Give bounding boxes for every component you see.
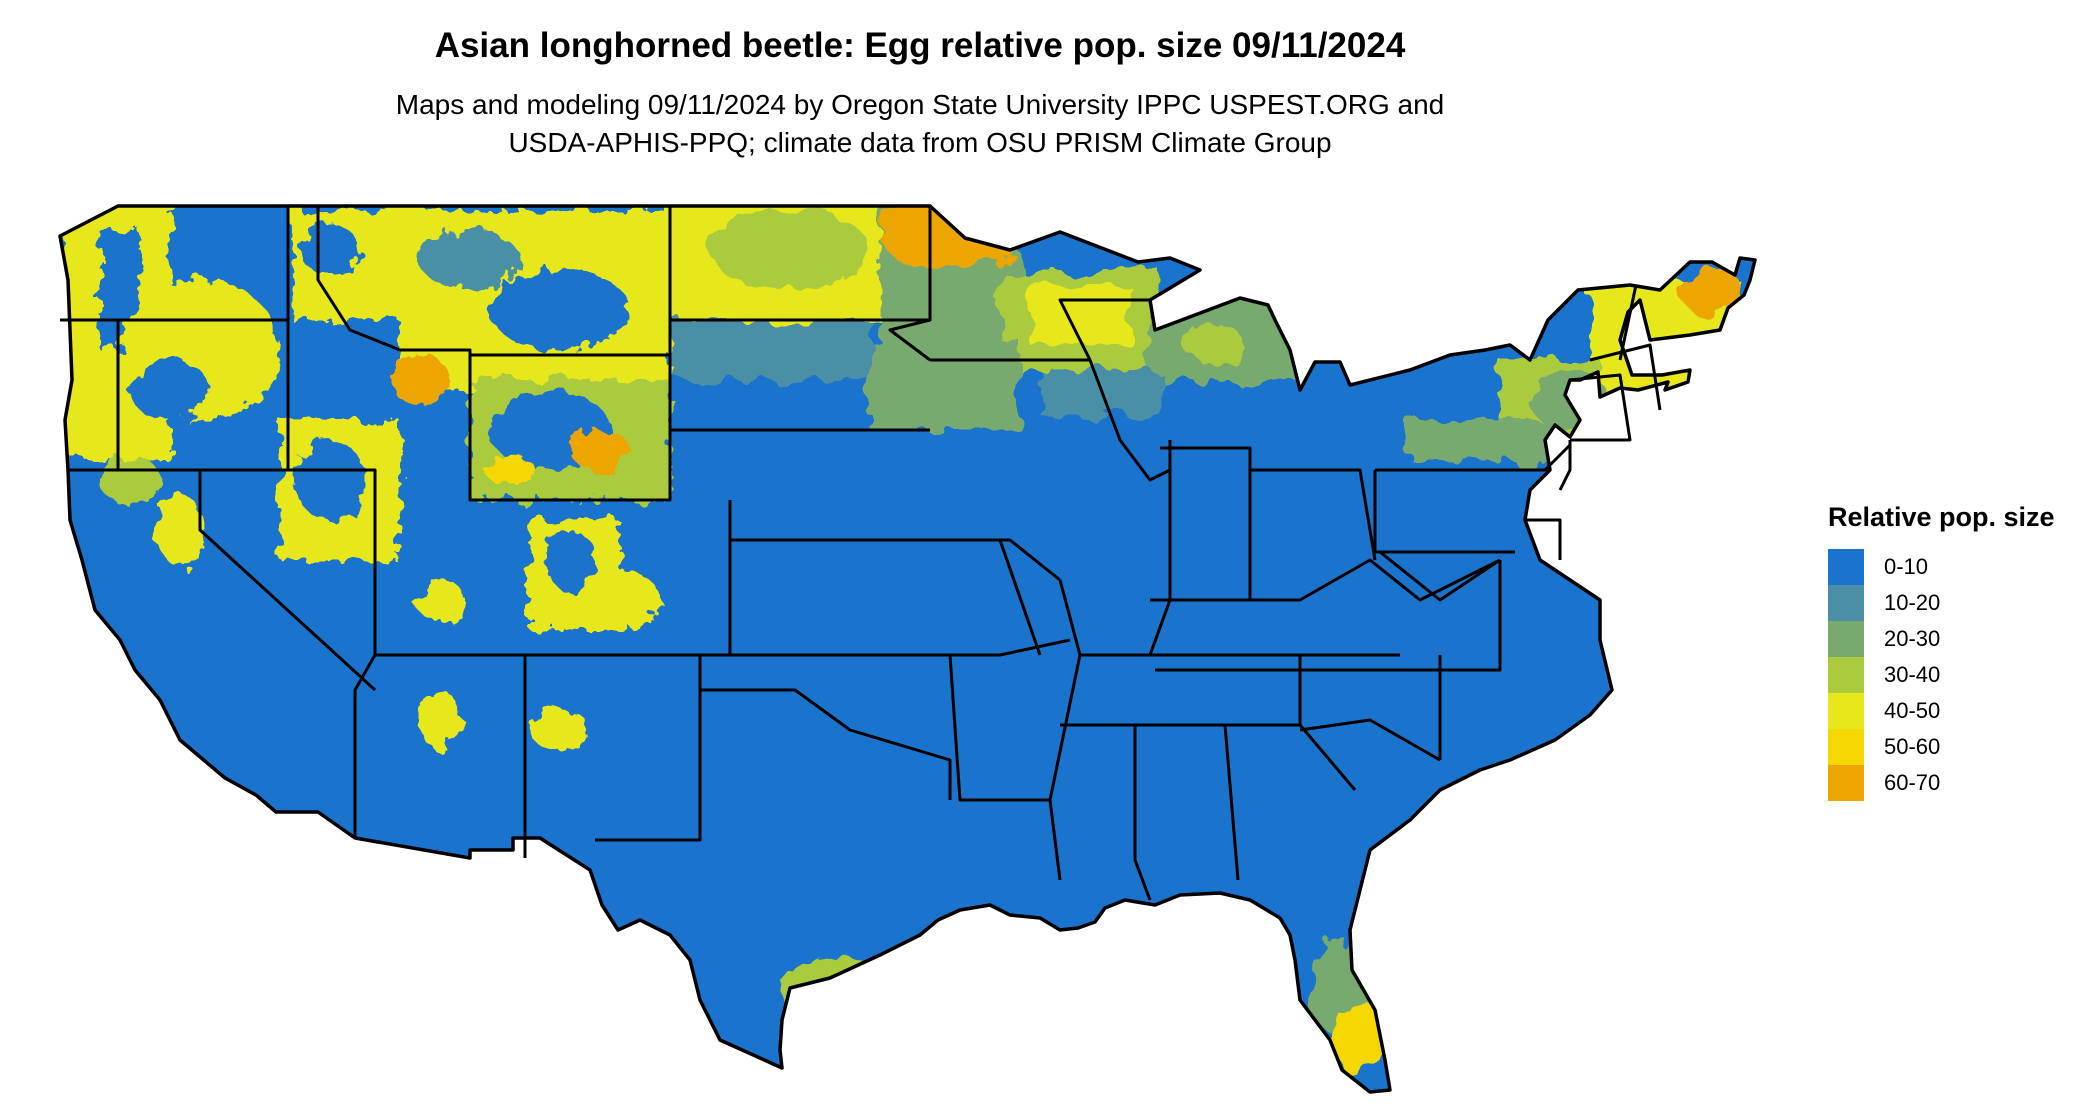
legend-item: 30-40 <box>1828 657 2055 693</box>
legend-label: 10-20 <box>1884 590 1941 615</box>
legend: Relative pop. size 0-10 10-20 20-30 30-40 40… <box>1828 502 2055 801</box>
legend-item: 20-30 <box>1828 621 2055 657</box>
legend-label: 20-30 <box>1884 626 1941 651</box>
legend-item: 40-50 <box>1828 693 2055 729</box>
legend-swatch <box>1828 729 1864 765</box>
legend-swatch <box>1828 765 1864 801</box>
legend-label: 40-50 <box>1884 698 1941 723</box>
legend-item: 50-60 <box>1828 729 2055 765</box>
map-subtitle: Maps and modeling 09/11/2024 by Oregon S… <box>0 86 1840 162</box>
map-title: Asian longhorned beetle: Egg relative po… <box>434 26 1406 65</box>
legend-swatch <box>1828 657 1864 693</box>
legend-swatch <box>1828 621 1864 657</box>
legend-swatch <box>1828 549 1864 585</box>
legend-label: 30-40 <box>1884 662 1941 687</box>
legend-item: 10-20 <box>1828 585 2055 621</box>
legend-item: 0-10 <box>1828 549 2055 585</box>
state-boundaries <box>60 206 1662 901</box>
legend-item: 60-70 <box>1828 765 2055 801</box>
legend-items: 0-10 10-20 20-30 30-40 40-50 50-60 60-70 <box>1828 549 2055 801</box>
legend-label: 0-10 <box>1884 554 1929 579</box>
legend-swatch <box>1828 585 1864 621</box>
subtitle-line-1: Maps and modeling 09/11/2024 by Oregon S… <box>395 89 1445 120</box>
legend-title: Relative pop. size <box>1828 502 2055 532</box>
legend-label: 50-60 <box>1884 734 1941 759</box>
legend-swatch <box>1828 693 1864 729</box>
subtitle-line-2: USDA-APHIS-PPQ; climate data from OSU PR… <box>508 127 1332 158</box>
legend-label: 60-70 <box>1884 770 1941 795</box>
